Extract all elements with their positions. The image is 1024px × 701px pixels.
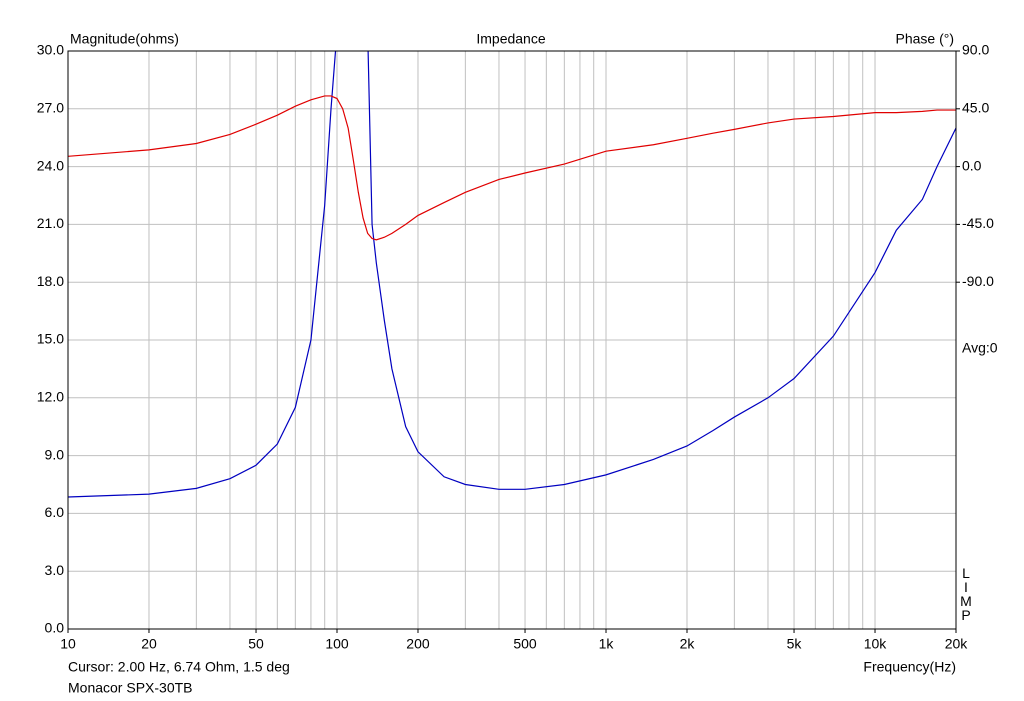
grid: [67, 50, 957, 630]
plot-frame: [67, 50, 957, 630]
data-line: [68, 95, 956, 241]
x-tick-label: 5k: [787, 636, 803, 652]
x-tick-label: 1k: [599, 636, 615, 652]
y-tick-label: 27.0: [37, 100, 64, 116]
x-tick-label: 50: [248, 636, 264, 652]
x-tick-label: 20: [141, 636, 157, 652]
x-axis-label: Frequency(Hz): [863, 659, 956, 675]
model-label: Monacor SPX-30TB: [68, 680, 193, 696]
y-tick-label: 24.0: [37, 157, 64, 173]
annotation: Avg:0: [962, 340, 998, 356]
y2-tick-label: 90.0: [962, 42, 989, 58]
y-axis-label: Magnitude(ohms): [70, 31, 179, 47]
y-tick-label: 30.0: [37, 42, 64, 58]
x-tick-label: 100: [325, 636, 349, 652]
y2-tick-label: 45.0: [962, 100, 989, 116]
y2-tick-label: -90.0: [962, 273, 994, 289]
y-tick-label: 6.0: [45, 504, 65, 520]
x-tick-label: 200: [406, 636, 430, 652]
y-tick-label: 3.0: [45, 562, 65, 578]
y-tick-label: 15.0: [37, 331, 64, 347]
x-tick-label: 2k: [680, 636, 696, 652]
x-tick-label: 10: [60, 636, 76, 652]
y-tick-label: 18.0: [37, 273, 64, 289]
chart-title: Impedance: [476, 31, 545, 47]
x-tick-label: 10k: [864, 636, 888, 652]
x-tick-label: 20k: [945, 636, 969, 652]
y-tick-label: 9.0: [45, 446, 65, 462]
y-tick-label: 21.0: [37, 215, 64, 231]
data-line: [68, 51, 956, 498]
y2-axis-label: Phase (°): [895, 31, 954, 47]
y-tick-label: 0.0: [45, 620, 65, 636]
y-tick-label: 12.0: [37, 389, 64, 405]
y2-tick-label: 0.0: [962, 157, 982, 173]
plot: [68, 51, 956, 498]
annotation: LIMP: [958, 565, 974, 621]
x-tick-label: 500: [513, 636, 537, 652]
y2-tick-label: -45.0: [962, 215, 994, 231]
cursor-readout: Cursor: 2.00 Hz, 6.74 Ohm, 1.5 deg: [68, 659, 290, 675]
